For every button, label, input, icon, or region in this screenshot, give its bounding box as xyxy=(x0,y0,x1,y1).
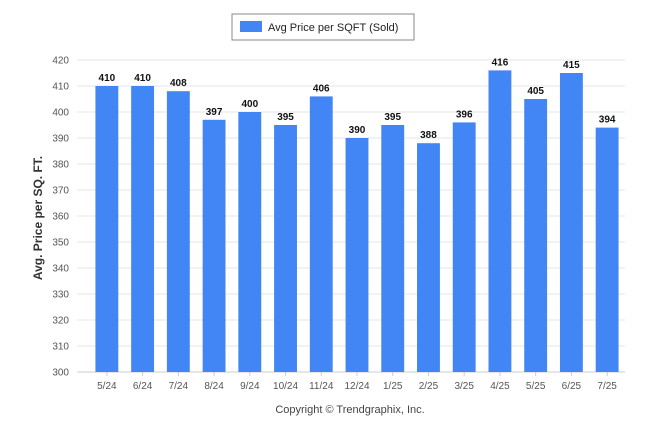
x-tick-label: 10/24 xyxy=(273,381,298,392)
bar-5-25[interactable] xyxy=(524,99,548,372)
bar-5-24[interactable] xyxy=(95,86,119,372)
x-tick-label: 11/24 xyxy=(309,381,334,392)
copyright-footer: Copyright © Trendgraphix, Inc. xyxy=(275,404,424,416)
x-tick-label: 1/25 xyxy=(383,381,403,392)
data-label: 394 xyxy=(599,115,616,126)
data-label: 405 xyxy=(527,86,544,97)
x-tick-label: 5/24 xyxy=(97,381,117,392)
bars xyxy=(95,70,619,373)
x-tick-label: 2/25 xyxy=(419,381,439,392)
y-tick-label: 400 xyxy=(52,108,69,119)
bar-7-24[interactable] xyxy=(166,91,190,372)
y-tick-label: 390 xyxy=(52,134,69,145)
data-label: 388 xyxy=(420,130,437,141)
data-label: 390 xyxy=(349,125,366,136)
data-label: 415 xyxy=(563,60,580,71)
x-tick-label: 6/24 xyxy=(133,381,153,392)
x-tick-label: 7/24 xyxy=(169,381,189,392)
data-label: 400 xyxy=(241,99,258,110)
y-tick-label: 310 xyxy=(52,342,69,353)
legend-swatch xyxy=(240,21,262,32)
y-tick-label: 320 xyxy=(52,316,69,327)
data-label: 397 xyxy=(206,107,223,118)
x-tick-label: 7/25 xyxy=(597,381,617,392)
x-tick-label: 9/24 xyxy=(240,381,260,392)
x-tick-label: 12/24 xyxy=(344,381,369,392)
x-tick-label: 3/25 xyxy=(454,381,474,392)
x-axis-ticks: 5/24 6/24 7/24 8/24 9/24 10/24 11/24 12/24 1/25 2… xyxy=(97,372,617,392)
data-label: 395 xyxy=(384,112,401,123)
data-label: 410 xyxy=(134,73,151,84)
bar-2-25[interactable] xyxy=(417,143,440,372)
y-axis-title: Avg. Price per SQ. FT. xyxy=(31,156,45,280)
bar-10-24[interactable] xyxy=(274,125,297,372)
data-label: 410 xyxy=(99,73,116,84)
legend-label: Avg Price per SQFT (Sold) xyxy=(268,22,398,34)
y-tick-label: 350 xyxy=(52,238,69,249)
x-tick-label: 4/25 xyxy=(490,381,510,392)
data-label: 408 xyxy=(170,78,187,89)
data-label: 406 xyxy=(313,83,330,94)
y-tick-label: 420 xyxy=(52,56,69,67)
legend[interactable]: Avg Price per SQFT (Sold) xyxy=(231,13,415,41)
legend-box xyxy=(231,13,415,41)
y-tick-label: 340 xyxy=(52,264,69,275)
bar-6-24[interactable] xyxy=(131,86,155,372)
x-tick-label: 5/25 xyxy=(526,381,546,392)
data-label: 416 xyxy=(492,57,509,68)
x-tick-label: 6/25 xyxy=(562,381,582,392)
y-tick-label: 380 xyxy=(52,160,69,171)
bar-7-25[interactable] xyxy=(595,127,619,372)
y-axis-ticks: 300 310 320 330 340 350 360 370 380 390 400 410 420 xyxy=(52,56,69,379)
data-label: 396 xyxy=(456,109,473,120)
y-tick-label: 360 xyxy=(52,212,69,223)
data-labels: 410 410 408 397 400 395 406 390 395 388 396 416 405 4… xyxy=(99,57,616,141)
bar-4-25[interactable] xyxy=(488,70,512,373)
data-label: 395 xyxy=(277,112,294,123)
bar-3-25[interactable] xyxy=(452,122,476,373)
bar-9-24[interactable] xyxy=(238,112,262,372)
bar-8-24[interactable] xyxy=(202,119,226,372)
y-tick-label: 300 xyxy=(52,368,69,379)
x-tick-label: 8/24 xyxy=(204,381,224,392)
bar-6-25[interactable] xyxy=(559,73,583,372)
bar-12-24[interactable] xyxy=(345,138,369,372)
y-tick-label: 410 xyxy=(52,82,69,93)
bar-11-24[interactable] xyxy=(309,96,333,373)
y-tick-label: 370 xyxy=(52,186,69,197)
bar-1-25[interactable] xyxy=(381,125,405,372)
y-tick-label: 330 xyxy=(52,290,69,301)
